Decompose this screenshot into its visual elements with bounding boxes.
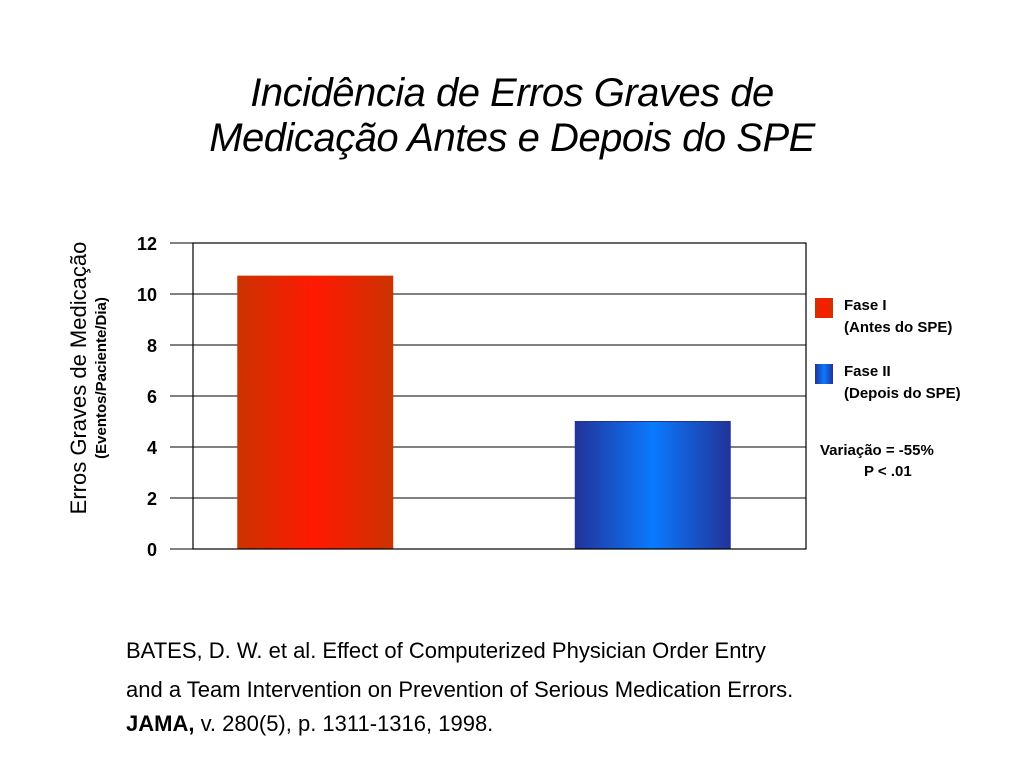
citation-line-3: JAMA, v. 280(5), p. 1311-1316, 1998. bbox=[126, 709, 1006, 739]
slide-title-line-1: Incidência de Erros Graves de bbox=[250, 71, 774, 115]
citation-journal: JAMA, bbox=[126, 711, 195, 736]
legend-swatch-red bbox=[815, 298, 833, 318]
legend-swatch-blue bbox=[815, 364, 833, 384]
y-tick-label: 6 bbox=[147, 387, 157, 407]
y-axis-ticks: 0 2 4 6 8 10 12 bbox=[137, 234, 157, 560]
y-tick-label: 10 bbox=[137, 285, 157, 305]
p-value-text: P < .01 bbox=[864, 463, 912, 480]
legend-sublabel-fase-1: (Antes do SPE) bbox=[844, 319, 953, 336]
legend-label-fase-2: Fase II bbox=[844, 363, 891, 380]
citation: BATES, D. W. et al. Effect of Computeriz… bbox=[126, 631, 1006, 739]
y-tick-label: 4 bbox=[147, 438, 157, 458]
y-tick-label: 0 bbox=[147, 540, 157, 560]
plot-frame bbox=[192, 242, 807, 550]
citation-line-1: BATES, D. W. et al. Effect of Computeriz… bbox=[126, 638, 766, 663]
y-tick-label: 8 bbox=[147, 336, 157, 356]
citation-details: v. 280(5), p. 1311-1316, 1998. bbox=[194, 711, 494, 736]
variation-text: Variação = -55% bbox=[820, 442, 934, 459]
y-tick-label: 12 bbox=[137, 234, 157, 254]
bar-fase-i bbox=[237, 275, 394, 550]
legend-sublabel-fase-2: (Depois do SPE) bbox=[844, 385, 961, 402]
citation-line-2: and a Team Intervention on Prevention of… bbox=[126, 677, 794, 702]
stats-annotation: Variação = -55% P < .01 bbox=[820, 440, 934, 482]
legend-label-fase-1: Fase I bbox=[844, 297, 887, 314]
bars bbox=[237, 275, 731, 550]
bar-fase-ii bbox=[574, 421, 731, 550]
slide-title-line-2: Medicação Antes e Depois do SPE bbox=[209, 116, 815, 160]
y-tick-label: 2 bbox=[147, 489, 157, 509]
